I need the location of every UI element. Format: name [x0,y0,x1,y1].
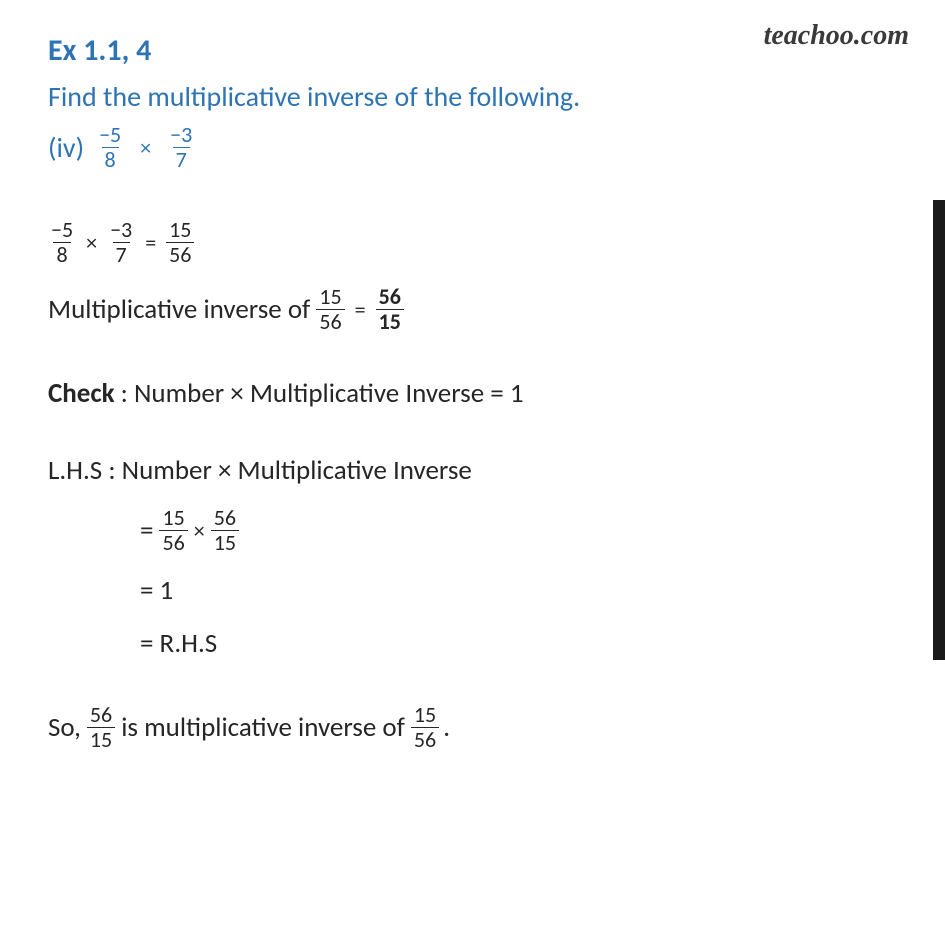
fraction: −5 8 [48,219,76,266]
times-operator: × [136,134,155,161]
sub-part: (iv) −5 8 × −3 7 [48,124,905,171]
page-content: Ex 1.1, 4 Find the multiplicative invers… [0,0,945,791]
times-operator: × [194,517,205,544]
step-line: = 15 56 × 56 15 [48,507,905,554]
ad-sidebar-stub [933,200,945,660]
check-text: : Number × Multiplicative Inverse = 1 [121,377,524,410]
times-operator: × [82,229,101,256]
check-line: Check : Number × Multiplicative Inverse … [48,377,905,410]
sub-part-label: (iv) [48,130,84,165]
text: is multiplicative inverse of [121,711,405,744]
check-label: Check [48,377,115,410]
fraction: 15 56 [316,286,344,333]
text: So, [48,711,81,744]
fraction: 15 56 [411,704,439,751]
fraction: 15 56 [159,507,187,554]
fraction: −3 7 [107,219,135,266]
fraction: −3 7 [167,124,195,171]
fraction: 15 56 [166,219,194,266]
conclusion-line: So, 56 15 is multiplicative inverse of 1… [48,704,905,751]
lhs-label: L.H.S : Number × Multiplicative Inverse [48,454,905,487]
equals: = [351,296,370,323]
step-line: = R.H.S [48,627,905,660]
computation-line: −5 8 × −3 7 = 15 56 [48,219,905,266]
fraction-bold: 56 15 [376,286,404,333]
inverse-statement: Multiplicative inverse of 15 56 = 56 15 [48,286,905,333]
text: Multiplicative inverse of [48,293,310,326]
fraction: 56 15 [87,704,115,751]
watermark: teachoo.com [764,20,909,52]
step-line: = 1 [48,574,905,607]
equals: = [140,514,153,547]
fraction: −5 8 [96,124,124,171]
question-text: Find the multiplicative inverse of the f… [48,79,905,114]
equals: = [141,229,160,256]
text: . [443,711,450,744]
fraction: 56 15 [211,507,239,554]
